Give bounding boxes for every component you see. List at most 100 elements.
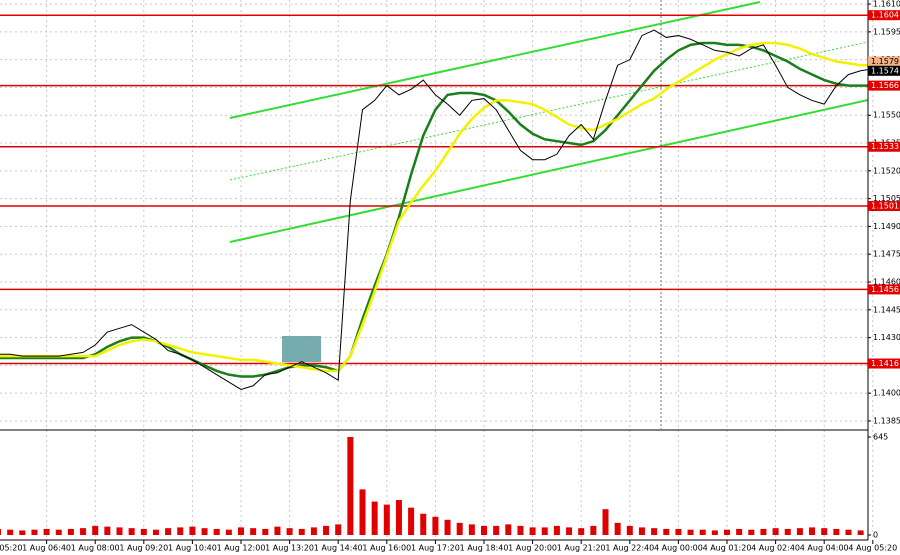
y-tick-label: 1.1520 bbox=[873, 166, 900, 175]
volume-bar bbox=[250, 528, 257, 535]
volume-bar bbox=[638, 527, 645, 535]
y-tick-label: 1.1550 bbox=[873, 111, 900, 120]
volume-bar bbox=[55, 529, 62, 535]
channel-middle bbox=[229, 41, 868, 181]
ask-tag bbox=[868, 56, 900, 67]
volume-bar bbox=[529, 527, 536, 535]
volume-bar bbox=[760, 528, 767, 535]
level-label: 1.1456 bbox=[871, 285, 899, 294]
volume-bar bbox=[298, 528, 305, 535]
grid bbox=[0, 0, 874, 540]
volume-bar bbox=[432, 516, 439, 535]
volume-bar bbox=[165, 528, 172, 535]
volume-bar bbox=[0, 528, 1, 535]
moving-average bbox=[0, 41, 868, 378]
y-tick-label: 1.1430 bbox=[873, 333, 900, 342]
volume-bar bbox=[92, 525, 99, 535]
ask-label: 1.1579 bbox=[871, 57, 899, 66]
y-tick-label: 1.1505 bbox=[873, 194, 900, 203]
volume-bar bbox=[80, 528, 87, 535]
entry-box bbox=[282, 336, 321, 362]
annotations bbox=[229, 0, 868, 429]
volume-bar bbox=[711, 530, 718, 535]
x-tick-label: 4 Aug 01:20 bbox=[703, 544, 752, 553]
x-tick-label: 1 Aug 16:00 bbox=[362, 544, 411, 553]
volume-bar bbox=[19, 530, 26, 535]
x-tick-label: 1 Aug 14:40 bbox=[314, 544, 363, 553]
volume-bar bbox=[566, 527, 573, 535]
volume-bar bbox=[517, 525, 524, 535]
x-tick-label: 1 Aug 09:20 bbox=[119, 544, 168, 553]
x-tick-label: 1 Aug 18:40 bbox=[460, 544, 509, 553]
level-tag bbox=[868, 10, 900, 21]
volume-bar bbox=[748, 529, 755, 535]
x-tick-label: 1 Aug 12:00 bbox=[217, 544, 266, 553]
volume-bar bbox=[7, 529, 14, 535]
bid-tag bbox=[868, 65, 900, 76]
volume-bar bbox=[833, 528, 840, 535]
level-label: 1.1566 bbox=[871, 81, 899, 90]
volume-bar bbox=[724, 529, 730, 535]
y-tick-label: 1.1610 bbox=[873, 0, 900, 9]
volume-bar bbox=[335, 524, 342, 535]
x-tick-label: 1 Aug 08:00 bbox=[71, 544, 120, 553]
price-line bbox=[0, 29, 868, 391]
volume-bar bbox=[821, 528, 828, 535]
y-tick-label: 1.1460 bbox=[873, 277, 900, 286]
volume-bar bbox=[541, 527, 548, 535]
channel-upper bbox=[229, 1, 761, 119]
volume-bar bbox=[371, 501, 378, 535]
volume-bar bbox=[553, 525, 560, 535]
volume-bar bbox=[67, 528, 74, 535]
volume-bar bbox=[43, 528, 50, 535]
volume-bar bbox=[128, 528, 135, 535]
moving-average bbox=[0, 41, 868, 373]
volume bbox=[0, 437, 864, 535]
volume-bar bbox=[845, 529, 852, 535]
volume-bar bbox=[614, 522, 621, 535]
volume-bar bbox=[493, 525, 500, 535]
level-tag bbox=[868, 284, 900, 295]
volume-bar bbox=[262, 528, 269, 535]
y-tick-label: 1.1400 bbox=[873, 389, 900, 398]
volume-bar bbox=[857, 530, 864, 535]
volume-bar bbox=[590, 525, 597, 535]
volume-bar bbox=[687, 529, 694, 535]
x-tick-label: 4 Aug 04:00 bbox=[800, 544, 849, 553]
volume-bar bbox=[140, 528, 147, 535]
volume-bar bbox=[408, 507, 415, 535]
x-tick-label: 4 Aug 02:40 bbox=[751, 544, 800, 553]
y-tick-label: 1.1475 bbox=[873, 250, 900, 259]
volume-tick-label: 645 bbox=[873, 433, 888, 442]
volume-bar bbox=[177, 527, 184, 535]
x-tick-label: 4 Aug 05:20 bbox=[848, 544, 897, 553]
x-tick-label: 1 Aug 05:20 bbox=[0, 544, 22, 553]
volume-bar bbox=[809, 527, 816, 535]
x-tick-label: 4 Aug 00:00 bbox=[654, 544, 703, 553]
volume-bar bbox=[225, 529, 232, 535]
volume-bar bbox=[505, 524, 512, 535]
level-tag bbox=[868, 358, 900, 369]
volume-bar bbox=[238, 527, 244, 535]
x-tick-label: 1 Aug 10:40 bbox=[168, 544, 217, 553]
volume-bar bbox=[420, 513, 427, 535]
volume-bar bbox=[578, 528, 585, 535]
volume-bar bbox=[772, 528, 779, 535]
volume-bar bbox=[468, 524, 475, 535]
volume-bar bbox=[286, 528, 293, 535]
volume-bar bbox=[323, 525, 330, 535]
level-label: 1.1604 bbox=[871, 11, 899, 20]
volume-bar bbox=[189, 526, 196, 535]
volume-bar bbox=[395, 500, 402, 535]
volume-bar bbox=[784, 528, 791, 535]
level-tag bbox=[868, 80, 900, 91]
y-tick-label: 1.1445 bbox=[873, 305, 900, 314]
volume-bar bbox=[310, 527, 317, 535]
x-tick-label: 1 Aug 22:40 bbox=[605, 544, 654, 553]
volume-bar bbox=[602, 509, 609, 535]
levels bbox=[0, 14, 868, 365]
volume-bar bbox=[663, 528, 670, 535]
volume-bar bbox=[383, 504, 390, 535]
